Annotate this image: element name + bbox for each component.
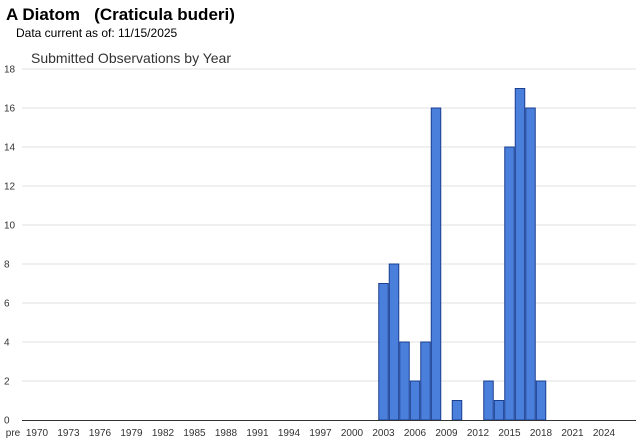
bar-2004 [388,263,400,421]
bar-2003 [378,283,389,421]
chart-title: Submitted Observations by Year [31,50,231,66]
y-tick-label: 12 [4,182,16,193]
x-tick-label: 1997 [309,428,332,439]
x-tick-label: 1991 [246,428,269,439]
bar-2015 [504,146,515,421]
bar-2014 [493,400,505,421]
bar-2005 [399,341,410,421]
data-date-note: Data current as of: 11/15/2025 [16,26,178,40]
bar-2007 [420,341,431,421]
bar-2018 [535,380,547,421]
bar-2008 [430,107,442,421]
y-tick-label: 14 [4,143,16,154]
x-tick-label: 1976 [89,428,112,439]
bar-2017 [525,107,536,421]
x-tick-label: 1979 [120,428,143,439]
page-title: A Diatom (Craticula buderi) [6,5,235,24]
x-tick-label: 1985 [183,428,206,439]
bars [378,88,547,421]
y-tick-label: 6 [4,299,10,310]
y-tick-label: 4 [4,338,10,349]
x-tick-label: 2021 [561,428,584,439]
gridlines [22,68,636,382]
y-tick-label: 0 [4,416,10,427]
x-tick-label: 2003 [372,428,395,439]
x-tick-label: 2012 [467,428,490,439]
x-tick-label: 2018 [530,428,553,439]
x-tick-label: 2015 [498,428,521,439]
x-axis-ticks: pre 1970 1973 1976 1979 1982 1985 1988 1991 1994 1… [6,428,616,439]
x-tick-label: 1970 [26,428,49,439]
bar-2016 [514,88,526,421]
x-tick-label: pre [6,428,21,439]
x-tick-label: 2024 [593,428,616,439]
x-tick-label: 2006 [404,428,427,439]
bar-2010 [451,400,463,421]
x-tick-label: 2009 [435,428,458,439]
x-tick-label: 1973 [57,428,80,439]
x-tick-label: 1982 [152,428,175,439]
x-tick-label: 2000 [341,428,364,439]
y-tick-label: 18 [4,65,16,76]
x-tick-label: 1988 [215,428,238,439]
y-tick-label: 8 [4,260,10,271]
y-axis-ticks: 0 2 4 6 8 10 12 14 16 18 [4,65,16,427]
y-tick-label: 16 [4,104,16,115]
y-tick-label: 10 [4,221,16,232]
y-tick-label: 2 [4,377,10,388]
bar-2006 [409,380,421,421]
x-tick-label: 1994 [278,428,301,439]
bar-2013 [483,380,494,421]
